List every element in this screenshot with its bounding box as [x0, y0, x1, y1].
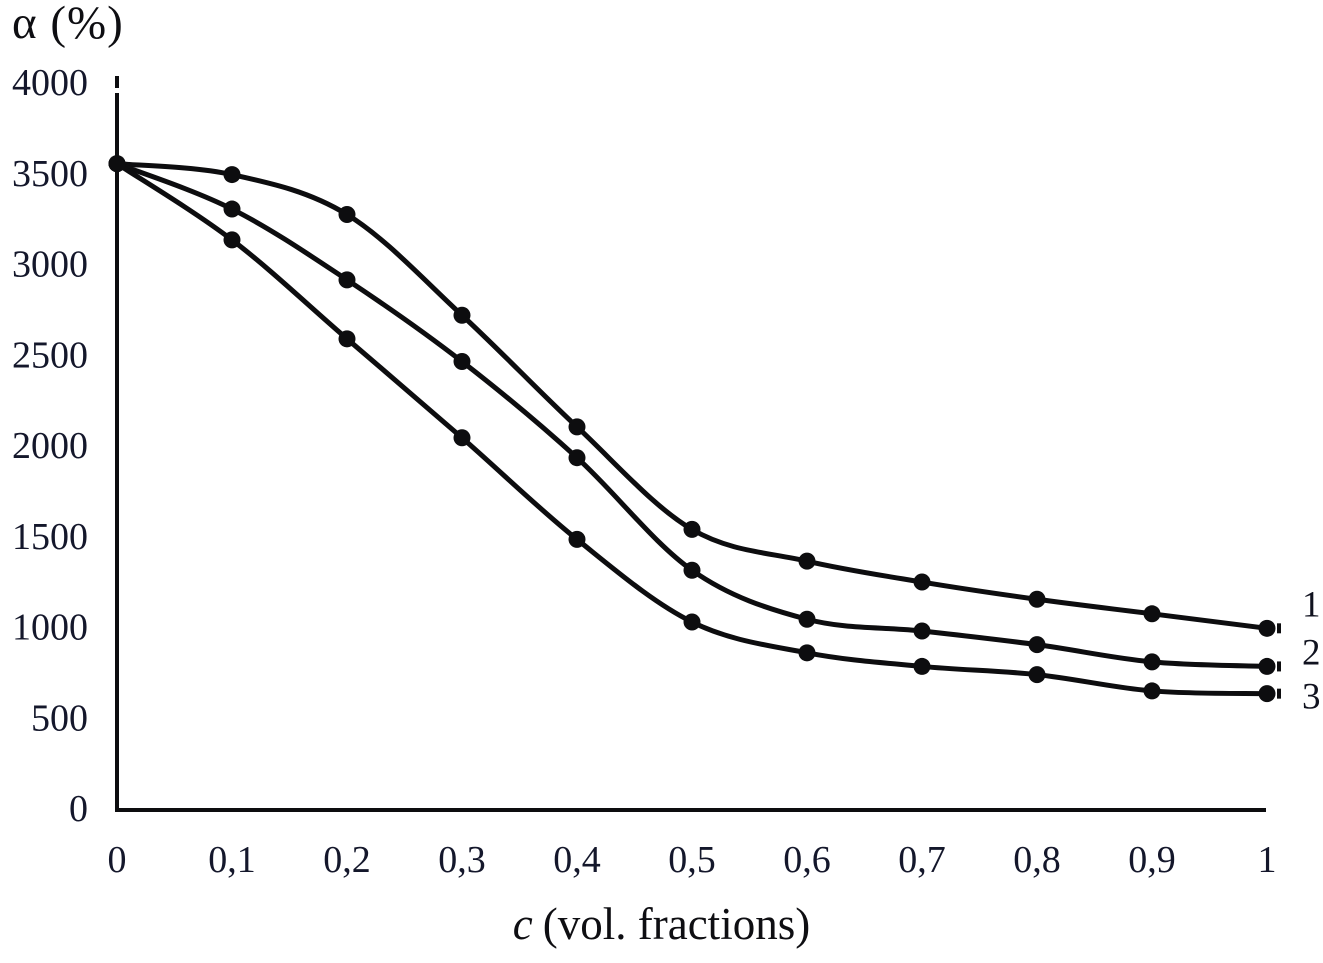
- series-line-1: [114, 161, 1270, 631]
- data-point-series-1: [223, 166, 241, 184]
- data-point-series-3: [913, 657, 931, 675]
- data-point-series-2: [913, 622, 931, 640]
- y-tick-label: 2000: [12, 425, 88, 467]
- y-tick-label: 2500: [12, 334, 88, 376]
- data-point-series-1: [1258, 619, 1276, 637]
- y-tick-label: 0: [69, 788, 88, 830]
- data-point-series-3: [1143, 682, 1161, 700]
- x-tick-label: 0,4: [553, 839, 601, 881]
- data-point-series-1: [1143, 605, 1161, 623]
- data-point-series-1: [338, 205, 356, 223]
- data-point-series-1: [568, 418, 586, 436]
- y-tick-label: 4000: [12, 62, 88, 104]
- y-tick-label: 500: [31, 697, 88, 739]
- series-line-3: [114, 161, 1270, 697]
- data-point-series-3: [798, 644, 816, 662]
- data-point-series-2: [568, 449, 586, 467]
- data-point-series-1: [798, 552, 816, 570]
- data-point-series-3: [568, 530, 586, 548]
- data-point-series-2: [1258, 657, 1276, 675]
- data-point-series-3: [223, 231, 241, 249]
- data-point-series-3: [1258, 685, 1276, 703]
- data-point-series-3: [1028, 666, 1046, 684]
- x-tick-label: 0,3: [438, 839, 486, 881]
- data-point-series-2: [683, 561, 701, 579]
- series-label-2: 2: [1302, 632, 1321, 673]
- data-point-series-3: [338, 330, 356, 348]
- x-tick-label: 0,9: [1128, 839, 1176, 881]
- y-tick-label: 3000: [12, 244, 88, 286]
- x-tick-label: 0,5: [668, 839, 716, 881]
- data-point-series-3: [683, 613, 701, 631]
- x-tick-label: 0: [108, 839, 127, 881]
- x-axis-title-variable: c: [512, 899, 533, 949]
- x-tick-label: 0,6: [783, 839, 831, 881]
- data-point-series-2: [798, 610, 816, 628]
- x-tick-label: 0,1: [208, 839, 256, 881]
- data-point-series-1: [683, 520, 701, 538]
- data-point-series-2: [1143, 653, 1161, 671]
- data-point-series-1: [913, 573, 931, 591]
- data-point-series-1: [1028, 590, 1046, 608]
- y-axis-title: α (%): [12, 0, 124, 49]
- y-tick-label: 1000: [12, 607, 88, 649]
- series-label-3: 3: [1302, 677, 1321, 718]
- series-label-1: 1: [1302, 584, 1321, 625]
- x-tick-label: 0,8: [1013, 839, 1061, 881]
- data-point-series-2: [223, 200, 241, 218]
- data-point-series-1: [453, 306, 471, 324]
- data-point-series-2: [453, 353, 471, 371]
- y-tick-label: 3500: [12, 153, 88, 195]
- x-tick-label: 0,2: [323, 839, 371, 881]
- data-point-series-3: [453, 429, 471, 447]
- x-axis-title: c (vol. fractions): [0, 898, 1323, 950]
- data-point-series-2: [1028, 636, 1046, 654]
- x-tick-label: 1: [1258, 839, 1277, 881]
- data-point-series-3: [108, 155, 126, 173]
- x-tick-label: 0,7: [898, 839, 946, 881]
- data-point-series-2: [338, 271, 356, 289]
- series-line-2: [114, 161, 1270, 669]
- y-tick-label: 1500: [12, 516, 88, 558]
- x-axis-title-units: (vol. fractions): [542, 899, 811, 949]
